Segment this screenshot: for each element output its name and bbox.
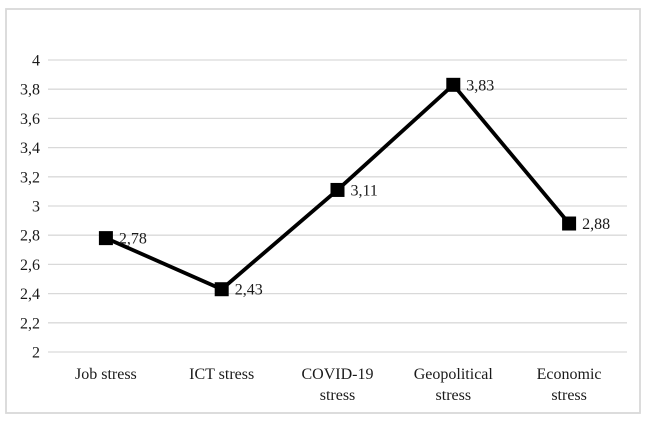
x-category-label: stress	[436, 387, 472, 404]
x-category-label: stress	[320, 387, 356, 404]
x-category-label: ICT stress	[189, 366, 254, 383]
data-point-marker	[330, 182, 345, 197]
x-category-label: COVID-19	[302, 366, 374, 383]
data-point-marker	[446, 77, 461, 92]
data-point-marker	[562, 216, 577, 231]
y-tick-label: 2,2	[20, 315, 40, 332]
y-tick-label: 2,4	[20, 286, 40, 303]
data-point-label: 2,43	[235, 282, 263, 299]
y-tick-label: 3,4	[20, 140, 40, 157]
y-tick-label: 3,2	[20, 169, 40, 186]
y-tick-label: 2,8	[20, 228, 40, 245]
y-tick-label: 2,6	[20, 257, 40, 274]
data-point-label: 2,78	[119, 231, 147, 248]
y-tick-label: 3,8	[20, 82, 40, 99]
y-tick-label: 2	[32, 345, 40, 362]
x-category-label: stress	[551, 387, 587, 404]
y-tick-label: 3,6	[20, 111, 40, 128]
y-tick-label: 4	[32, 53, 40, 70]
data-point-marker	[98, 231, 113, 246]
x-category-label: Job stress	[75, 366, 137, 383]
data-point-label: 3,83	[466, 77, 494, 94]
data-point-label: 2,88	[582, 216, 610, 233]
y-tick-label: 3	[32, 199, 40, 216]
x-category-label: Geopolitical	[414, 366, 494, 383]
data-point-marker	[214, 282, 229, 297]
figure-border	[5, 8, 641, 414]
x-category-label: Economic	[537, 366, 602, 383]
data-point-label: 3,11	[351, 182, 378, 199]
